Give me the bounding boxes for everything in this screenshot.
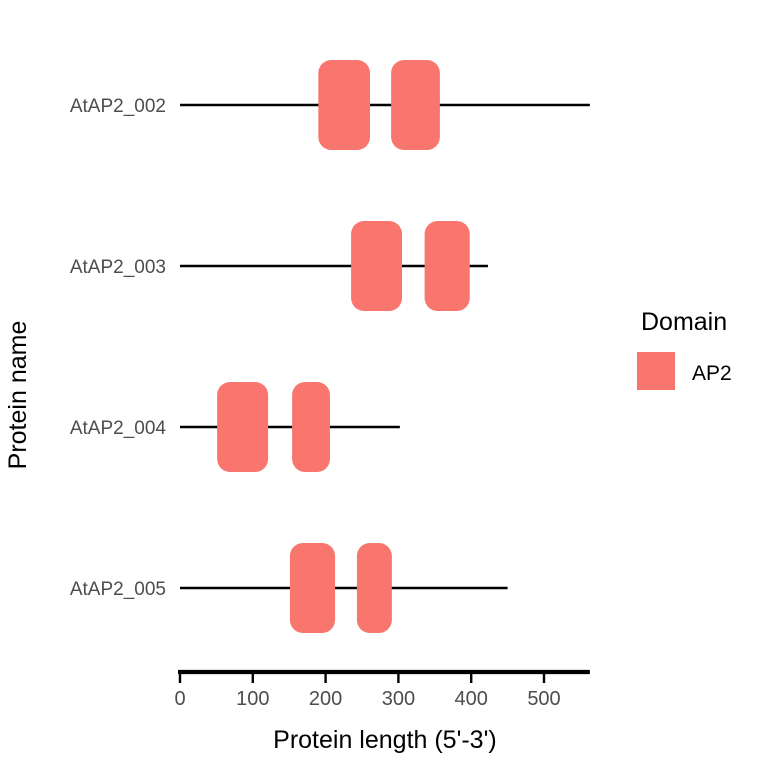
protein-label: AtAP2_005 [70,579,166,600]
domain-box-ap2[interactable] [217,382,269,472]
protein-row: AtAP2_004 [70,382,400,472]
domain-box-ap2[interactable] [318,60,371,150]
legend-swatch-ap2[interactable] [637,352,675,390]
y-axis-title: Protein name [4,321,32,470]
x-axis: 0 100 200 300 400 500 [174,669,590,710]
legend-label: AP2 [692,362,732,385]
domain-box-ap2[interactable] [356,543,392,633]
x-tick-label: 100 [236,688,269,710]
domain-box-ap2[interactable] [289,543,336,633]
legend: Domain AP2 [637,308,732,390]
protein-label: AtAP2_002 [70,96,166,117]
protein-row: AtAP2_003 [70,221,488,311]
protein-label: AtAP2_003 [70,257,166,278]
x-tick-label: 200 [309,688,342,710]
domain-box-ap2[interactable] [391,60,440,150]
x-tick-label: 300 [382,688,415,710]
protein-label: AtAP2_004 [70,418,167,439]
protein-rows: AtAP2_002 AtAP2_003 AtAP2_004 AtAP2_005 [70,60,590,633]
protein-row: AtAP2_005 [70,543,508,633]
domain-box-ap2[interactable] [424,221,470,311]
domain-box-ap2[interactable] [292,382,330,472]
x-axis-title: Protein length (5'-3') [273,726,497,754]
x-tick-label: 0 [174,688,185,710]
protein-row: AtAP2_002 [70,60,590,150]
domain-box-ap2[interactable] [351,221,403,311]
legend-title: Domain [641,308,727,336]
x-tick-label: 400 [455,688,488,710]
x-tick-label: 500 [527,688,560,710]
